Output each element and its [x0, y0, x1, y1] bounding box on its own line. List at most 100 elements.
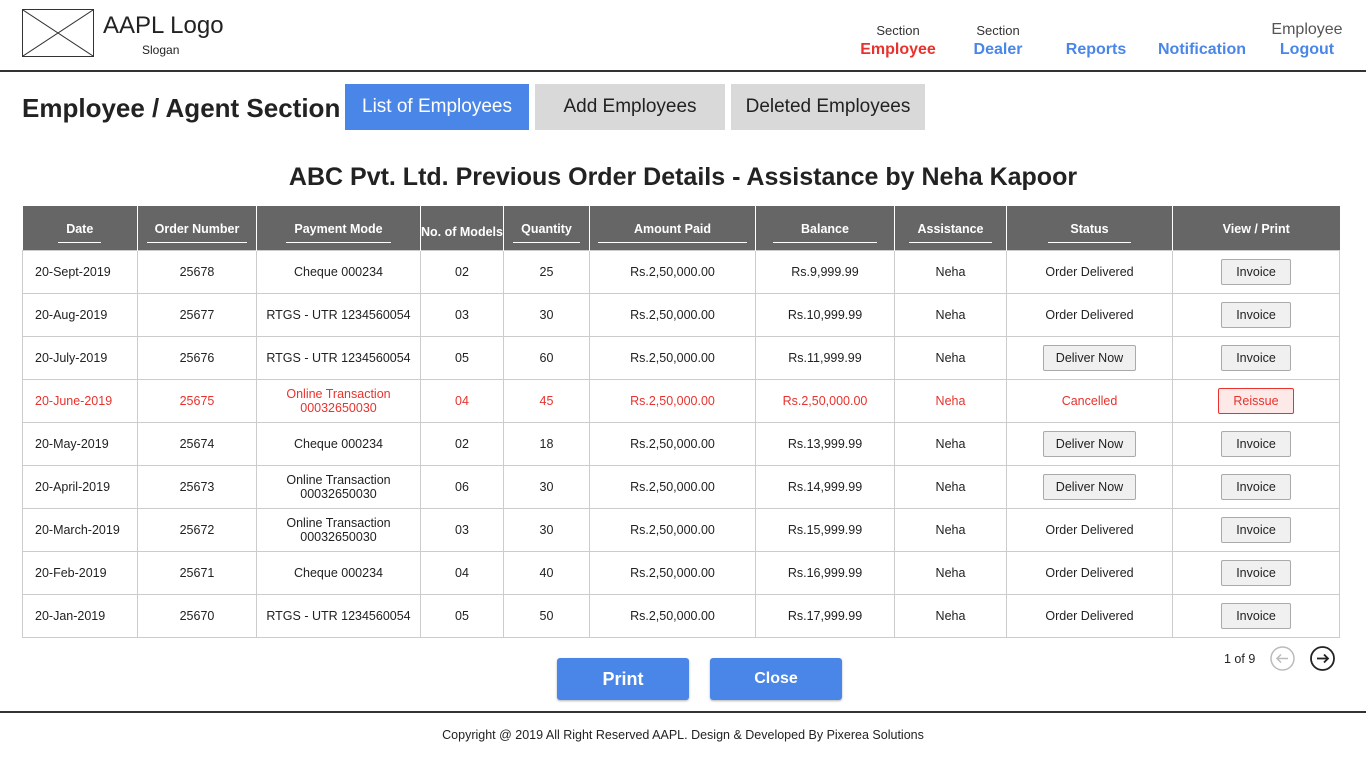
column-header: Assistance	[894, 206, 1007, 251]
column-header: No. of Models	[420, 206, 504, 251]
table-row: 20-Aug-2019 25677 RTGS - UTR 1234560054 03 3…	[22, 293, 1340, 337]
view-print-cell: Invoice	[1172, 293, 1340, 337]
deliver-now-button[interactable]: Deliver Now	[1042, 431, 1137, 457]
balance-cell: Rs.17,999.99	[755, 594, 895, 638]
payment-mode-cell: Online Transaction 00032650030	[256, 508, 421, 552]
date-cell: 20-Aug-2019	[22, 293, 138, 337]
models-cell: 02	[420, 250, 504, 294]
quantity-cell: 50	[503, 594, 590, 638]
models-cell: 03	[420, 293, 504, 337]
logout-link[interactable]: Logout	[1279, 41, 1335, 58]
reissue-button[interactable]: Reissue	[1218, 388, 1294, 414]
nav-dealer-label[interactable]: Dealer	[973, 41, 1023, 58]
table-row: 20-April-2019 25673 Online Transaction 000…	[22, 465, 1340, 509]
order-number-cell: 25670	[137, 594, 257, 638]
nav-reports-label[interactable]: Reports	[1065, 41, 1127, 58]
invoice-button[interactable]: Invoice	[1221, 259, 1291, 285]
assistance-cell: Neha	[894, 250, 1007, 294]
tab-deleted-employees[interactable]: Deleted Employees	[731, 84, 925, 130]
assistance-cell: Neha	[894, 379, 1007, 423]
status-text: Order Delivered	[1045, 265, 1134, 279]
tab-list-of-employees[interactable]: List of Employees	[345, 84, 529, 130]
column-header: Quantity	[503, 206, 590, 251]
amount-paid-cell: Rs.2,50,000.00	[589, 293, 756, 337]
arrow-right-circle-icon[interactable]	[1310, 646, 1335, 671]
invoice-button[interactable]: Invoice	[1221, 560, 1291, 586]
date-cell: 20-Jan-2019	[22, 594, 138, 638]
column-header-label: Assistance	[909, 222, 992, 243]
status-cell: Deliver Now	[1006, 422, 1173, 466]
table-row: 20-Feb-2019 25671 Cheque 000234 04 40 Rs.2,50…	[22, 551, 1340, 595]
print-button[interactable]: Print	[557, 658, 689, 700]
payment-mode-cell: RTGS - UTR 1234560054	[256, 336, 421, 380]
tab-add-employees[interactable]: Add Employees	[535, 84, 725, 130]
payment-mode-cell: Cheque 000234	[256, 250, 421, 294]
header: AAPL Logo Slogan Section Employee Sectio…	[0, 0, 1366, 72]
arrow-left-circle-icon[interactable]	[1270, 646, 1295, 671]
view-print-cell: Invoice	[1172, 551, 1340, 595]
nav-dealer-section-label: Section	[976, 23, 1020, 38]
amount-paid-cell: Rs.2,50,000.00	[589, 508, 756, 552]
order-number-cell: 25674	[137, 422, 257, 466]
order-number-cell: 25677	[137, 293, 257, 337]
column-header: Amount Paid	[589, 206, 756, 251]
status-cell: Order Delivered	[1006, 250, 1173, 294]
status-cell: Order Delivered	[1006, 594, 1173, 638]
order-number-cell: 25673	[137, 465, 257, 509]
view-print-cell: Invoice	[1172, 465, 1340, 509]
invoice-button[interactable]: Invoice	[1221, 345, 1291, 371]
invoice-button[interactable]: Invoice	[1221, 431, 1291, 457]
status-text: Cancelled	[1061, 394, 1118, 408]
invoice-button[interactable]: Invoice	[1221, 474, 1291, 500]
status-cell: Deliver Now	[1006, 336, 1173, 380]
column-header-label: Amount Paid	[597, 222, 748, 243]
page-title: Employee / Agent Section	[22, 93, 341, 123]
invoice-button[interactable]: Invoice	[1221, 302, 1291, 328]
date-cell: 20-July-2019	[22, 336, 138, 380]
quantity-cell: 45	[503, 379, 590, 423]
user-role: Employee	[1271, 21, 1343, 38]
invoice-button[interactable]: Invoice	[1221, 603, 1291, 629]
view-print-cell: Invoice	[1172, 594, 1340, 638]
nav-employee-label[interactable]: Employee	[860, 41, 936, 58]
nav-notification-label[interactable]: Notification	[1158, 41, 1246, 58]
models-cell: 05	[420, 594, 504, 638]
payment-mode-cell: Online Transaction 00032650030	[256, 465, 421, 509]
status-text: Order Delivered	[1045, 523, 1134, 537]
column-header-label: Status	[1048, 222, 1131, 243]
status-cell: Deliver Now	[1006, 465, 1173, 509]
quantity-cell: 30	[503, 465, 590, 509]
view-print-cell: Invoice	[1172, 422, 1340, 466]
table-row: 20-March-2019 25672 Online Transaction 000…	[22, 508, 1340, 552]
view-print-cell: Invoice	[1172, 336, 1340, 380]
view-print-cell: Invoice	[1172, 250, 1340, 294]
balance-cell: Rs.10,999.99	[755, 293, 895, 337]
table-row: 20-Sept-2019 25678 Cheque 000234 02 25 Rs.2,5…	[22, 250, 1340, 294]
deliver-now-button[interactable]: Deliver Now	[1042, 474, 1137, 500]
column-header: Order Number	[137, 206, 257, 251]
models-cell: 06	[420, 465, 504, 509]
close-button[interactable]: Close	[710, 658, 842, 700]
amount-paid-cell: Rs.2,50,000.00	[589, 250, 756, 294]
payment-mode-cell: RTGS - UTR 1234560054	[256, 594, 421, 638]
deliver-now-button[interactable]: Deliver Now	[1042, 345, 1137, 371]
models-cell: 04	[420, 551, 504, 595]
order-details-title: ABC Pvt. Ltd. Previous Order Details - A…	[288, 163, 1078, 191]
models-cell: 05	[420, 336, 504, 380]
quantity-cell: 30	[503, 293, 590, 337]
status-cell: Order Delivered	[1006, 293, 1173, 337]
quantity-cell: 60	[503, 336, 590, 380]
orders-table: Date Order Number Payment Mode No. of Mo…	[22, 206, 1340, 638]
assistance-cell: Neha	[894, 551, 1007, 595]
models-cell: 04	[420, 379, 504, 423]
amount-paid-cell: Rs.2,50,000.00	[589, 551, 756, 595]
invoice-button[interactable]: Invoice	[1221, 517, 1291, 543]
column-header-label: Balance	[773, 222, 877, 243]
view-print-cell: Invoice	[1172, 508, 1340, 552]
order-number-cell: 25676	[137, 336, 257, 380]
models-cell: 02	[420, 422, 504, 466]
models-cell: 03	[420, 508, 504, 552]
amount-paid-cell: Rs.2,50,000.00	[589, 422, 756, 466]
column-header-label: Date	[58, 222, 102, 243]
amount-paid-cell: Rs.2,50,000.00	[589, 336, 756, 380]
